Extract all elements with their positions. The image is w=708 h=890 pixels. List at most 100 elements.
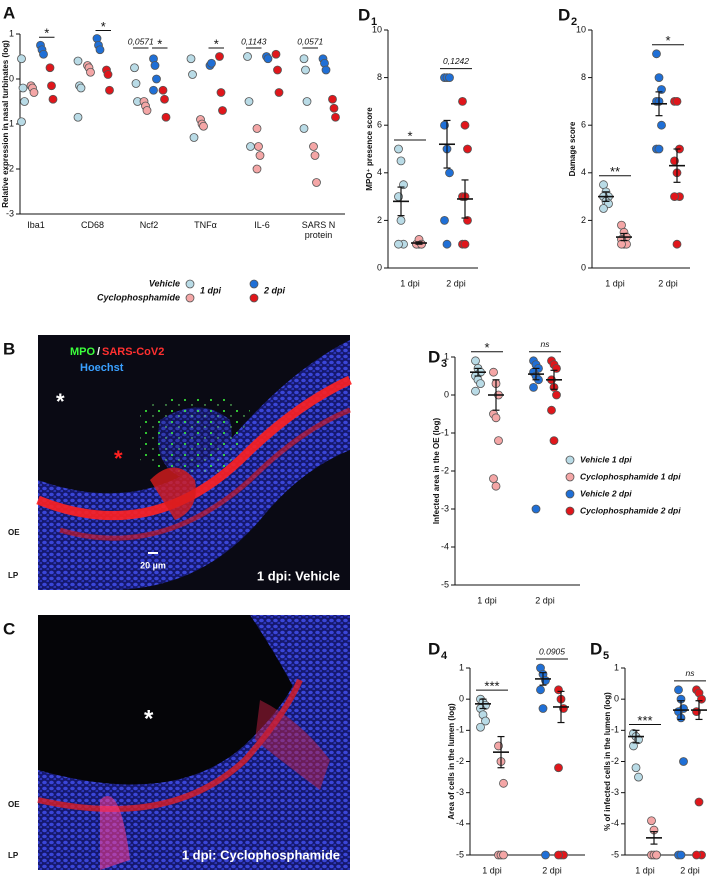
y-axis-label: MPO⁺ presence score bbox=[365, 107, 374, 191]
significance-label: ** bbox=[610, 164, 620, 179]
data-point bbox=[105, 85, 114, 95]
panel-label: D bbox=[590, 639, 602, 658]
y-tick-label: -2 bbox=[441, 465, 449, 475]
y-axis-label: Relative expression in nasal turbinates … bbox=[1, 40, 10, 208]
data-point bbox=[672, 97, 682, 106]
y-tick-label: -4 bbox=[441, 541, 449, 551]
y-tick-label: -2 bbox=[456, 756, 464, 766]
data-point bbox=[103, 70, 113, 79]
data-point bbox=[674, 685, 683, 695]
y-tick-label: -1 bbox=[6, 118, 14, 128]
y-tick-label: 2 bbox=[377, 215, 382, 225]
panel-label: D bbox=[558, 5, 570, 24]
y-tick-label: 0 bbox=[614, 694, 619, 704]
x-tick-label: 2 dpi bbox=[542, 865, 562, 875]
x-tick-label: CD68 bbox=[80, 220, 104, 230]
legend-swatch bbox=[185, 279, 195, 289]
y-tick-label: -5 bbox=[611, 849, 619, 859]
data-point bbox=[73, 56, 83, 66]
y-tick-label: -1 bbox=[441, 427, 449, 437]
data-point bbox=[599, 204, 608, 213]
data-point bbox=[312, 178, 321, 187]
layer-label: LP bbox=[8, 851, 19, 860]
y-tick-label: -3 bbox=[441, 503, 449, 513]
data-point bbox=[463, 144, 472, 154]
image-caption: 1 dpi: Vehicle bbox=[257, 568, 340, 583]
data-point bbox=[471, 386, 480, 396]
data-point bbox=[331, 112, 340, 122]
panel-label-index: 1 bbox=[371, 16, 377, 28]
significance-label: * bbox=[484, 340, 489, 355]
x-tick-label: 1 dpi bbox=[605, 278, 625, 288]
significance-label: * bbox=[407, 128, 412, 143]
data-point bbox=[445, 168, 454, 178]
data-point bbox=[243, 52, 252, 61]
data-point bbox=[654, 144, 664, 154]
y-tick-label: 2 bbox=[581, 215, 586, 225]
data-point bbox=[552, 390, 561, 400]
data-point bbox=[536, 685, 545, 695]
legend-swatch bbox=[249, 279, 259, 289]
y-tick-label: 4 bbox=[581, 167, 586, 177]
x-tick-label: TNFα bbox=[194, 220, 217, 230]
data-point bbox=[199, 121, 208, 131]
scale-bar-label: 20 µm bbox=[140, 560, 166, 570]
y-tick-label: -1 bbox=[456, 725, 464, 735]
data-point bbox=[254, 142, 263, 151]
data-point bbox=[189, 133, 199, 142]
data-point bbox=[299, 54, 309, 64]
data-point bbox=[672, 239, 682, 249]
data-point bbox=[676, 850, 686, 860]
data-point bbox=[17, 117, 26, 127]
legend-label: 1 dpi bbox=[200, 285, 222, 295]
data-point bbox=[634, 772, 643, 782]
data-point bbox=[263, 54, 273, 64]
x-tick-label: 1 dpi bbox=[635, 865, 655, 875]
data-point bbox=[47, 81, 56, 91]
legend-swatch bbox=[249, 293, 259, 303]
significance-label: 0,0571 bbox=[297, 36, 323, 46]
y-axis-label: Area of cells in the lumen (log) bbox=[447, 703, 456, 820]
data-point bbox=[654, 73, 664, 82]
data-point bbox=[95, 45, 105, 55]
data-point bbox=[76, 83, 86, 93]
data-point bbox=[246, 142, 255, 151]
data-point bbox=[460, 120, 470, 130]
y-tick-label: 1 bbox=[444, 351, 449, 361]
data-point bbox=[150, 61, 160, 70]
x-tick-label: Iba1 bbox=[27, 220, 45, 230]
significance-label: * bbox=[665, 33, 670, 48]
data-point bbox=[549, 436, 559, 446]
data-point bbox=[131, 79, 141, 88]
y-tick-label: -4 bbox=[611, 818, 619, 828]
x-tick-label-box: SARS N protein bbox=[302, 220, 336, 240]
data-point bbox=[302, 97, 312, 106]
stain-label: / bbox=[97, 346, 100, 358]
significance-label: 0.0905 bbox=[539, 646, 565, 656]
x-tick-label: 1 dpi bbox=[482, 865, 502, 875]
y-tick-label: 0 bbox=[581, 262, 586, 272]
x-tick-label: 2 dpi bbox=[680, 865, 700, 875]
data-point bbox=[670, 192, 679, 202]
data-point bbox=[188, 70, 197, 79]
data-point bbox=[396, 156, 406, 166]
data-point bbox=[531, 504, 541, 514]
data-point bbox=[161, 112, 171, 122]
data-point bbox=[445, 73, 454, 82]
panel-label-index: 5 bbox=[603, 650, 609, 662]
data-point bbox=[491, 481, 501, 491]
y-tick-label: 1 bbox=[614, 662, 619, 672]
data-point bbox=[499, 778, 508, 788]
x-tick-label: 2 dpi bbox=[535, 595, 555, 605]
data-point bbox=[652, 850, 661, 860]
panel-label: D bbox=[428, 347, 440, 366]
y-tick-label: -3 bbox=[456, 787, 464, 797]
data-point bbox=[440, 215, 449, 225]
data-point bbox=[321, 65, 331, 75]
data-point bbox=[458, 97, 467, 106]
data-point bbox=[274, 88, 284, 97]
x-tick-label-box: IL-6 bbox=[254, 220, 270, 230]
data-point bbox=[130, 63, 139, 73]
y-tick-label: 10 bbox=[372, 24, 382, 34]
